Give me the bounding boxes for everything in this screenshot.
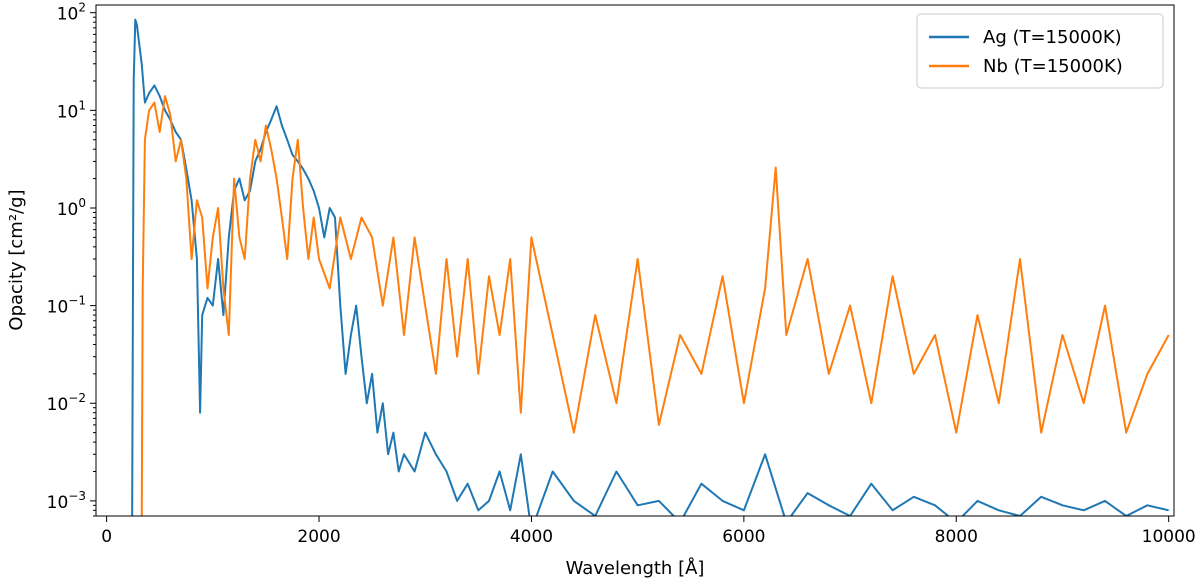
y-tick-label: 102 [57,1,86,25]
y-axis: 10−3 10−2 10−1 100 101 102 [47,1,96,517]
x-tick-label: 10000 [1142,527,1196,547]
series-line-nb [140,95,1170,516]
series-line-ag [131,18,1169,516]
y-tick-label: 10−3 [47,489,86,513]
x-tick-label: 2000 [297,527,340,547]
legend-label-nb: Nb (T=15000K) [983,56,1123,77]
y-tick-label: 10−2 [47,391,86,415]
series-lines [131,18,1170,516]
legend: Ag (T=15000K) Nb (T=15000K) [916,13,1164,89]
legend-label-ag: Ag (T=15000K) [983,27,1122,48]
x-tick-label: 0 [101,527,112,547]
x-tick-label: 6000 [722,527,765,547]
y-tick-label: 101 [57,98,86,122]
y-axis-label: Opacity [cm²/g] [6,189,27,330]
y-tick-label: 10−1 [47,294,86,318]
legend-box [916,13,1164,89]
plot-frame [95,4,1175,517]
x-axis: 0 2000 4000 6000 8000 10000 [101,516,1196,547]
x-axis-label: Wavelength [Å] [566,557,705,579]
x-tick-label: 4000 [510,527,553,547]
x-tick-label: 8000 [935,527,978,547]
y-tick-label: 100 [57,196,86,220]
